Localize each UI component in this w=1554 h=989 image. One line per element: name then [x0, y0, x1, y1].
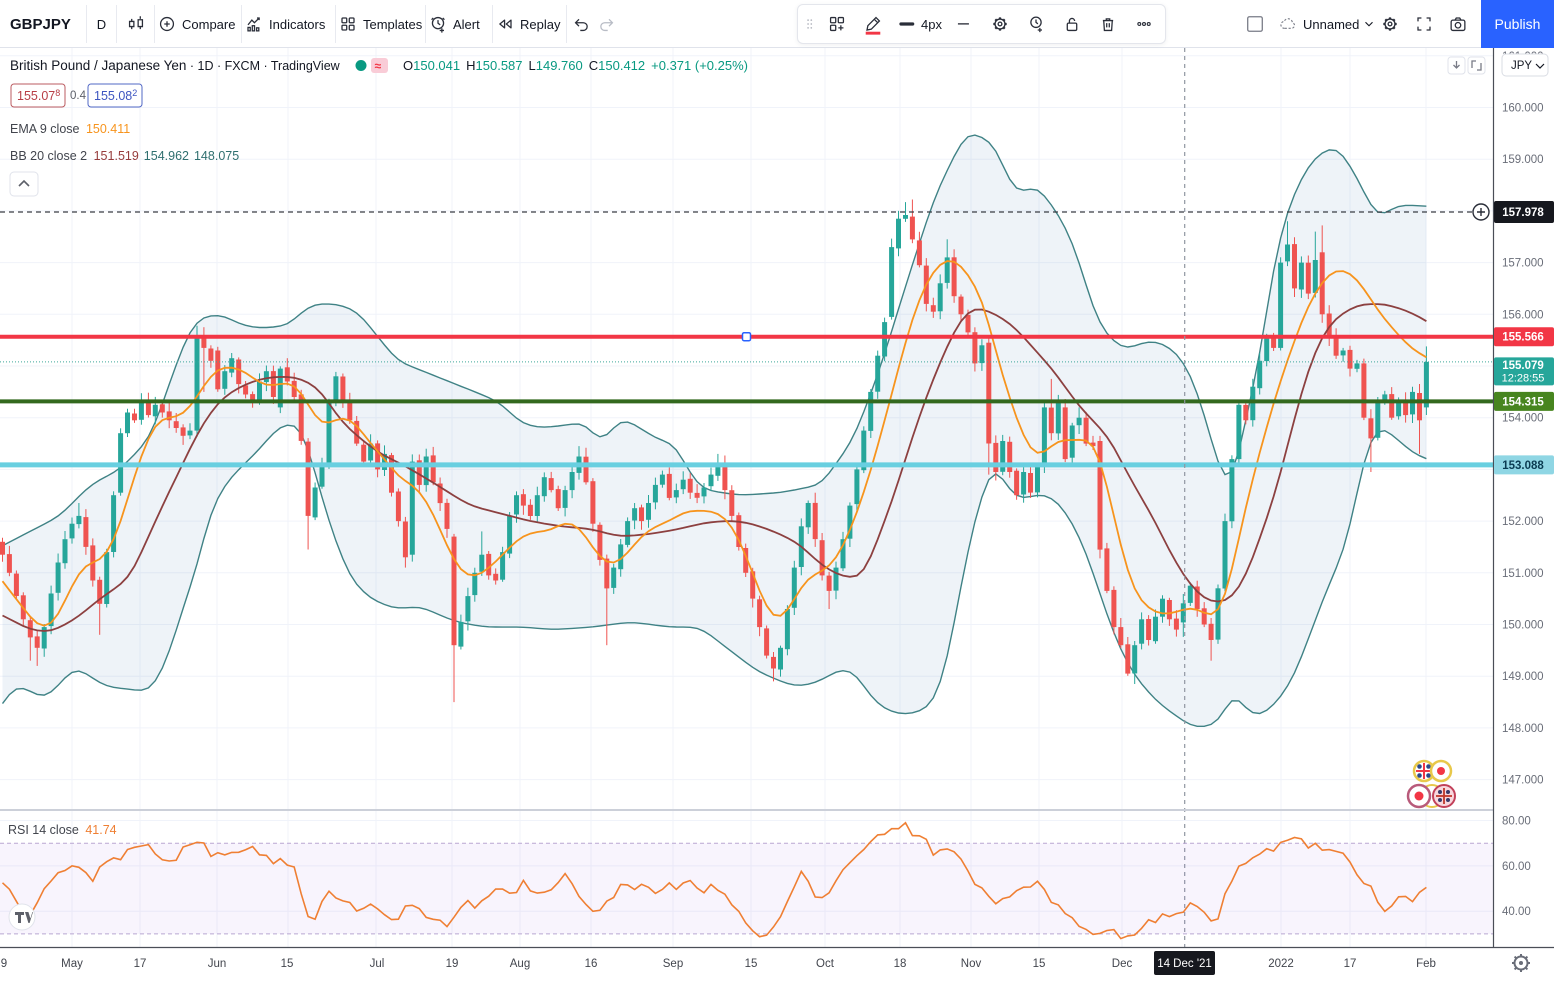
svg-text:19: 19 [446, 958, 459, 970]
svg-text:15: 15 [1033, 958, 1046, 970]
svg-text:15: 15 [281, 958, 294, 970]
svg-text:153.088: 153.088 [1502, 460, 1544, 472]
svg-text:14 Dec '21: 14 Dec '21 [1157, 958, 1212, 970]
svg-text:17: 17 [1344, 958, 1357, 970]
svg-text:159.000: 159.000 [1502, 154, 1544, 166]
svg-text:17: 17 [134, 958, 147, 970]
svg-text:JPY: JPY [1511, 60, 1532, 72]
svg-text:154.315: 154.315 [1502, 396, 1544, 408]
svg-text:155.082: 155.082 [94, 88, 137, 103]
svg-text:160.000: 160.000 [1502, 103, 1544, 115]
svg-text:Jul: Jul [370, 958, 385, 970]
svg-text:80.00: 80.00 [1502, 816, 1531, 828]
svg-text:157.000: 157.000 [1502, 258, 1544, 270]
svg-text:149.000: 149.000 [1502, 671, 1544, 683]
svg-text:EMA 9 close 150.411: EMA 9 close 150.411 [10, 122, 130, 136]
svg-text:British Pound / Japanese Yen ·: British Pound / Japanese Yen · 1D · FXCM… [10, 58, 341, 73]
svg-text:148.000: 148.000 [1502, 723, 1544, 735]
svg-text:Sep: Sep [663, 958, 683, 970]
svg-text:15: 15 [745, 958, 758, 970]
svg-text:16: 16 [585, 958, 598, 970]
svg-text:156.000: 156.000 [1502, 309, 1544, 321]
svg-text:150.000: 150.000 [1502, 620, 1544, 632]
svg-text:2022: 2022 [1268, 958, 1294, 970]
svg-text:155.566: 155.566 [1502, 332, 1544, 344]
svg-text:60.00: 60.00 [1502, 861, 1531, 873]
svg-text:157.978: 157.978 [1502, 207, 1544, 219]
svg-text:Jun: Jun [208, 958, 227, 970]
svg-text:0.4: 0.4 [70, 90, 87, 102]
svg-text:Dec: Dec [1112, 958, 1133, 970]
svg-text:RSI 14 close 41.74: RSI 14 close 41.74 [8, 823, 117, 837]
svg-text:147.000: 147.000 [1502, 775, 1544, 787]
svg-text:12:28:55: 12:28:55 [1502, 372, 1545, 384]
svg-text:155.079: 155.079 [1502, 360, 1544, 372]
svg-text:18: 18 [894, 958, 907, 970]
svg-text:40.00: 40.00 [1502, 906, 1531, 918]
svg-text:Nov: Nov [961, 958, 982, 970]
svg-text:155.078: 155.078 [17, 88, 60, 103]
svg-text:154.000: 154.000 [1502, 413, 1544, 425]
svg-text:≈: ≈ [375, 59, 382, 73]
svg-text:Feb: Feb [1416, 958, 1436, 970]
svg-text:9: 9 [1, 958, 7, 970]
svg-text:May: May [61, 958, 83, 970]
svg-text:151.000: 151.000 [1502, 568, 1544, 580]
svg-text:Aug: Aug [510, 958, 530, 970]
svg-text:Oct: Oct [816, 958, 835, 970]
svg-text:152.000: 152.000 [1502, 516, 1544, 528]
